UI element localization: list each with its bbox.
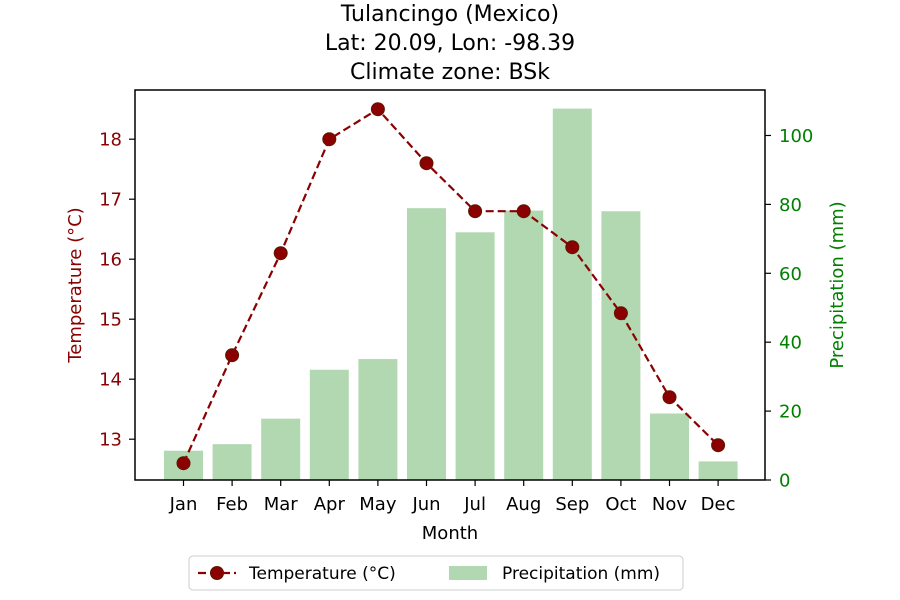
month-tick-label-jun: Jun	[411, 494, 440, 515]
month-tick-label-nov: Nov	[652, 494, 687, 515]
month-tick-label-mar: Mar	[264, 494, 299, 515]
month-tick-label-aug: Aug	[506, 494, 541, 515]
chart-title: Tulancingo (Mexico) Lat: 20.09, Lon: -98.…	[325, 2, 575, 85]
temperature-point-jan	[176, 456, 191, 471]
chart-title-line-3: Climate zone: BSk	[350, 60, 550, 85]
temperature-line	[176, 102, 726, 471]
legend-precipitation-label: Precipitation (mm)	[502, 564, 660, 584]
x-axis-label: Month	[422, 523, 478, 544]
precipitation-tick-label: 100	[779, 126, 813, 147]
precipitation-bar-apr	[309, 369, 349, 480]
temperature-tick-label: 18	[99, 130, 122, 151]
temperature-tick-label: 17	[99, 190, 122, 211]
month-tick-label-sep: Sep	[555, 494, 589, 515]
precipitation-bar-may	[358, 359, 398, 480]
temperature-point-dec	[711, 438, 726, 453]
legend-precipitation-swatch	[449, 566, 487, 580]
temperature-point-nov	[662, 390, 677, 405]
temperature-point-mar	[273, 246, 288, 261]
precipitation-bar-mar	[261, 418, 301, 480]
temperature-point-feb	[225, 348, 240, 363]
precipitation-bar-oct	[601, 211, 641, 480]
precipitation-bar-dec	[698, 461, 738, 480]
precipitation-axis-label: Precipitation (mm)	[827, 201, 848, 368]
temperature-axis-label: Temperature (°C)	[65, 207, 86, 363]
legend-temperature-marker	[210, 566, 224, 580]
temperature-axis-ticks: 13 14 15 16 17 18	[99, 130, 135, 451]
temperature-tick-label: 14	[99, 370, 122, 391]
temperature-point-apr	[322, 132, 337, 147]
legend-box	[188, 555, 684, 591]
temperature-point-may	[370, 102, 385, 117]
month-tick-label-dec: Dec	[701, 494, 736, 515]
precipitation-axis-ticks: 0 20 40 60 80 100	[765, 126, 813, 492]
month-tick-label-jan: Jan	[169, 494, 198, 515]
precipitation-tick-label: 80	[779, 195, 802, 216]
temperature-point-sep	[565, 240, 580, 255]
temperature-point-oct	[613, 306, 628, 321]
month-tick-label-oct: Oct	[605, 494, 636, 515]
precipitation-bar-nov	[650, 413, 689, 480]
month-tick-label-may: May	[359, 494, 397, 515]
temperature-point-jun	[419, 156, 434, 171]
precipitation-bar-sep	[552, 108, 592, 480]
temperature-tick-label: 16	[99, 250, 122, 271]
month-tick-label-apr: Apr	[314, 494, 346, 515]
precipitation-tick-label: 20	[779, 402, 802, 423]
temperature-tick-label: 13	[99, 430, 122, 451]
precipitation-bar-jun	[407, 208, 446, 480]
chart-title-line-2: Lat: 20.09, Lon: -98.39	[325, 31, 575, 56]
legend: Temperature (°C) Precipitation (mm)	[188, 555, 684, 591]
precipitation-bar-aug	[504, 210, 544, 480]
temperature-point-jul	[468, 204, 483, 219]
precipitation-bars	[164, 108, 738, 480]
precipitation-tick-label: 60	[779, 264, 802, 285]
month-tick-label-feb: Feb	[216, 494, 248, 515]
temperature-tick-label: 15	[99, 310, 122, 331]
precipitation-tick-label: 0	[779, 471, 790, 492]
plot-frame	[134, 89, 766, 481]
month-axis-ticks: Jan Feb Mar Apr May Jun Jul Aug Sep Oct Nov Dec	[169, 480, 736, 515]
temperature-series-line	[182, 107, 719, 464]
chart-title-line-1: Tulancingo (Mexico)	[340, 2, 559, 27]
precipitation-bar-feb	[212, 444, 252, 480]
temperature-point-aug	[516, 204, 531, 219]
month-tick-label-jul: Jul	[463, 494, 486, 515]
legend-temperature-label: Temperature (°C)	[248, 564, 396, 584]
precipitation-tick-label: 40	[779, 333, 802, 354]
precipitation-bar-jul	[455, 232, 495, 480]
